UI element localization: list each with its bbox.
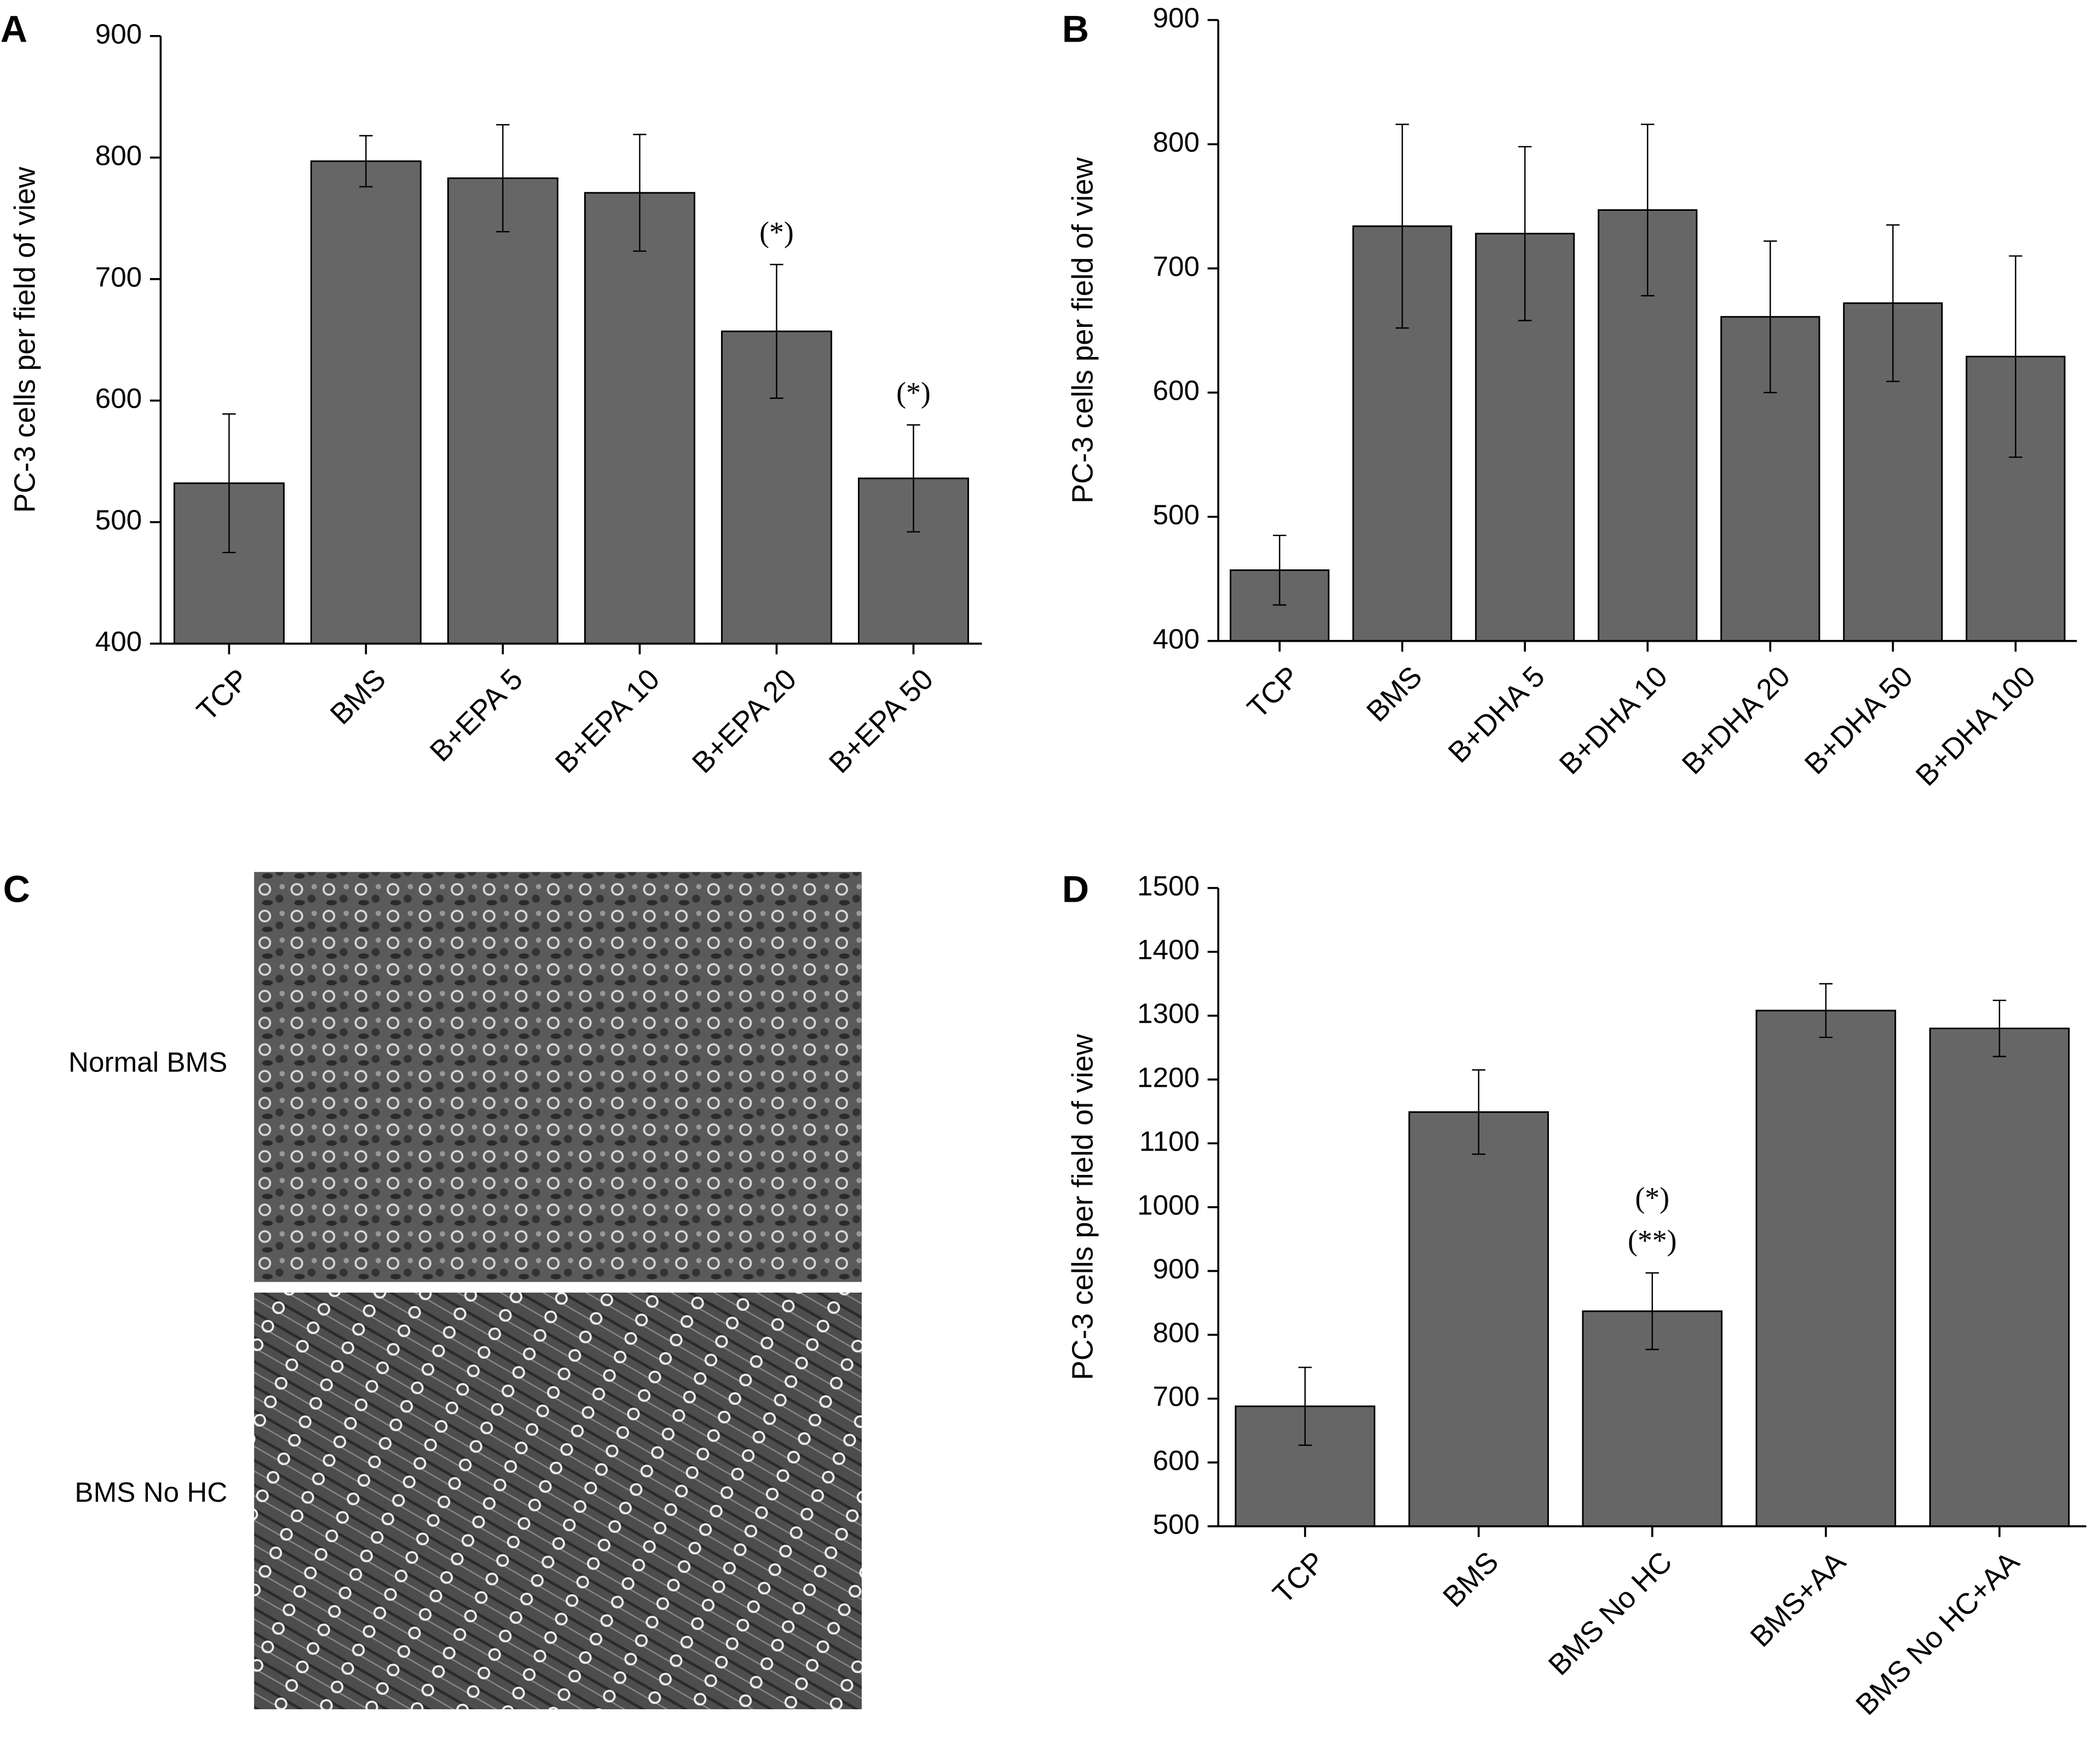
y-tick-label: 1000 [1137,1189,1200,1220]
image-label: BMS No HC [74,1477,227,1508]
y-axis-label: PC-3 cells per field of view [1066,157,1099,503]
y-tick-label: 600 [95,383,142,414]
y-tick-label: 1100 [1139,1126,1200,1157]
annotation: (**) [1628,1224,1676,1257]
micrograph [254,1293,862,1709]
y-tick-label: 500 [1153,1508,1200,1540]
x-tick-label: TCP [191,662,255,727]
bar [584,192,695,645]
y-tick-label: 600 [1153,375,1200,406]
x-tick-label: B+DHA 5 [1442,660,1552,769]
annotation: (*) [759,216,794,249]
x-tick-label: B+DHA 20 [1676,660,1797,781]
panel-letter: B [1062,9,1089,50]
image-label: Normal BMS [68,1046,227,1077]
bar [447,177,558,645]
bar [1929,1028,2070,1527]
y-tick-label: 600 [1153,1445,1200,1476]
y-tick-label: 400 [1153,623,1200,654]
bar [1720,316,1820,642]
y-tick-label: 900 [1153,2,1200,33]
panel-letter: C [3,868,30,910]
y-tick-label: 900 [1153,1253,1200,1284]
x-tick-label: B+EPA 20 [686,662,803,780]
y-tick-label: 900 [95,18,142,49]
y-axis-label: PC-3 cells per field of view [1066,1034,1099,1380]
y-tick-label: 500 [95,504,142,535]
x-tick-label: BMS [1437,1545,1505,1613]
y-tick-label: 1500 [1137,871,1200,902]
x-tick-label: TCP [1266,1545,1331,1610]
x-tick-label: B+EPA 10 [549,662,666,780]
x-tick-label: BMS No HC [1542,1545,1679,1681]
y-tick-label: 700 [95,261,142,292]
x-tick-label: BMS [1360,660,1428,728]
x-tick-label: B+DHA 10 [1553,660,1674,781]
y-tick-label: 500 [1153,499,1200,530]
panel-letter: A [1,9,27,50]
bar [1408,1111,1549,1527]
y-tick-label: 1300 [1137,998,1200,1029]
bar [310,160,422,645]
y-tick-label: 800 [1153,126,1200,158]
y-tick-label: 700 [1153,1381,1200,1412]
y-axis-label: PC-3 cells per field of view [9,166,42,512]
x-tick-label: TCP [1241,660,1306,724]
bar [1755,1010,1897,1527]
y-tick-label: 800 [95,140,142,171]
y-tick-label: 1400 [1137,934,1200,965]
x-tick-label: BMS [324,662,393,731]
annotation: (*) [1635,1181,1670,1214]
x-tick-label: BMS No HC+AA [1849,1545,2026,1721]
panel-letter: D [1062,868,1089,910]
micrograph [254,872,862,1282]
y-tick-label: 1200 [1137,1062,1200,1093]
annotation: (*) [896,376,931,409]
x-tick-label: B+DHA 50 [1799,660,1920,781]
x-tick-label: B+EPA 5 [424,662,529,768]
y-tick-label: 700 [1153,251,1200,282]
x-tick-label: BMS+AA [1744,1545,1852,1653]
y-tick-label: 400 [95,626,142,657]
y-tick-label: 800 [1153,1317,1200,1348]
x-tick-label: B+EPA 50 [823,662,940,780]
x-tick-label: B+DHA 100 [1910,660,2042,792]
